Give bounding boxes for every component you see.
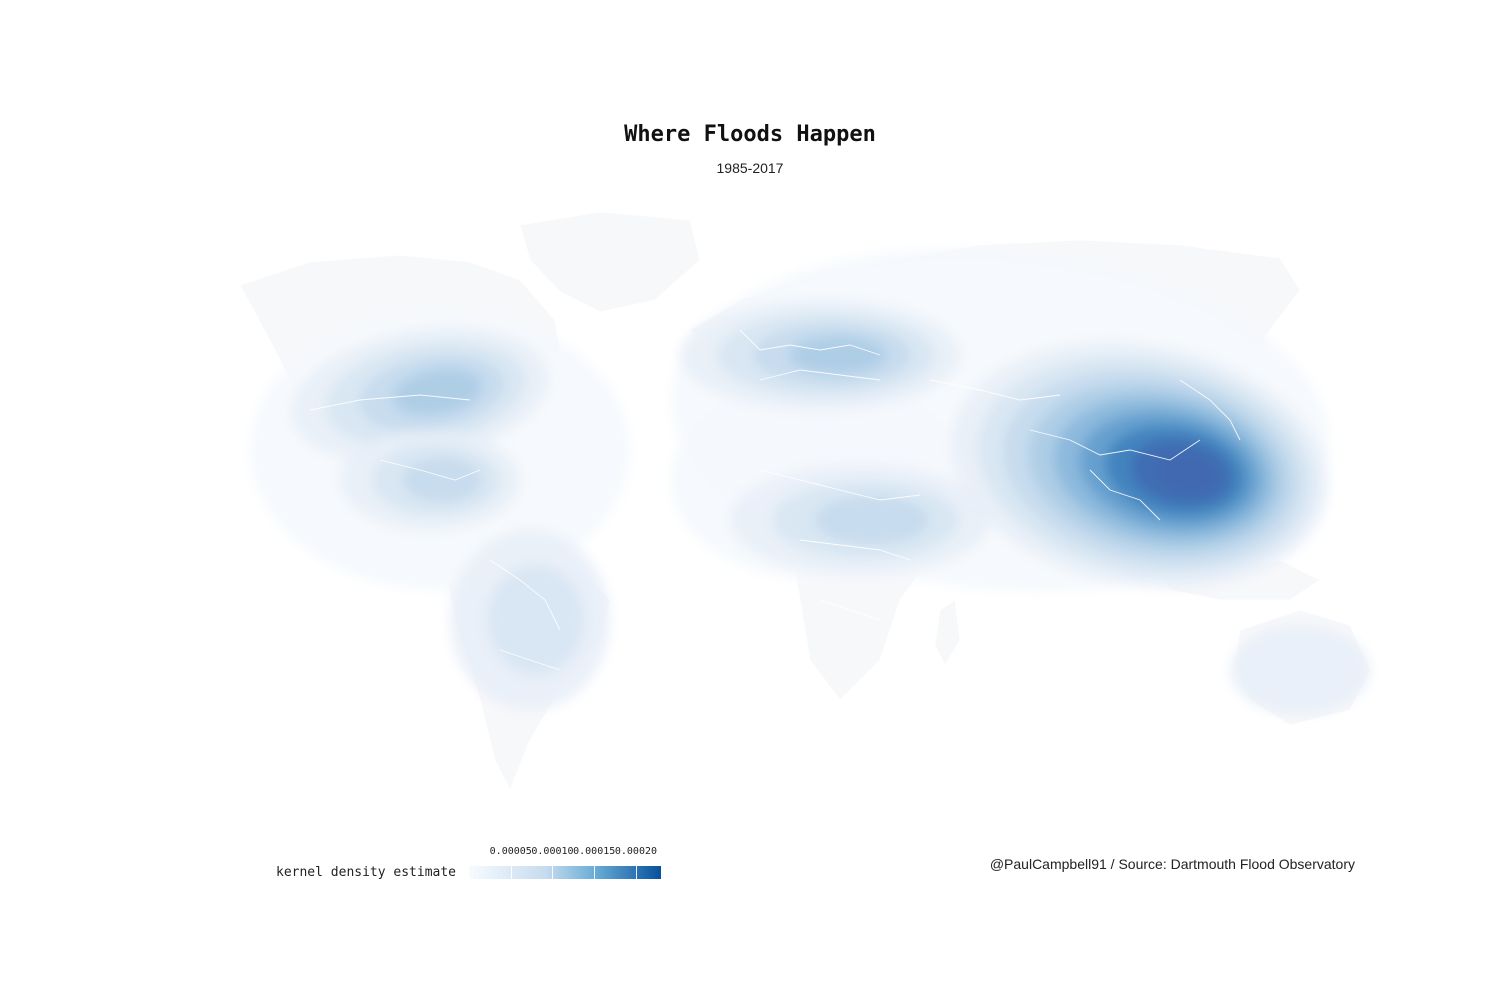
map-title: Where Floods Happen [624,122,876,147]
greenland-shape [519,211,701,313]
map-subtitle: 1985-2017 [716,160,784,176]
density-contour-1-3 [393,368,483,416]
country-borders [309,329,1241,671]
density-contour-4-2 [814,495,930,545]
legend-title: kernel density estimate [276,865,457,880]
density-contour-6-0 [1230,625,1370,715]
density-contour-3-2 [402,457,482,503]
source-caption: @PaulCampbell91 / Source: Dartmouth Floo… [989,856,1355,872]
legend-tick-label: 0.00020 [614,846,658,857]
legend-tick-label: 0.00005 [489,846,532,857]
legend-tick-mark [510,866,512,879]
density-contour-5-1 [486,564,586,676]
legend-tick-mark [552,866,554,879]
density-contour-2-3 [789,335,887,375]
density-layers [250,248,1370,715]
legend-color-bar [469,866,661,879]
legend-tick-mark [635,866,637,879]
legend-tick-label: 0.00015 [573,846,616,857]
madagascar-shape [934,599,961,666]
legend-tick-mark [594,866,596,879]
legend-tick-label: 0.00010 [531,846,574,857]
density-contour-0-8 [1155,452,1219,494]
